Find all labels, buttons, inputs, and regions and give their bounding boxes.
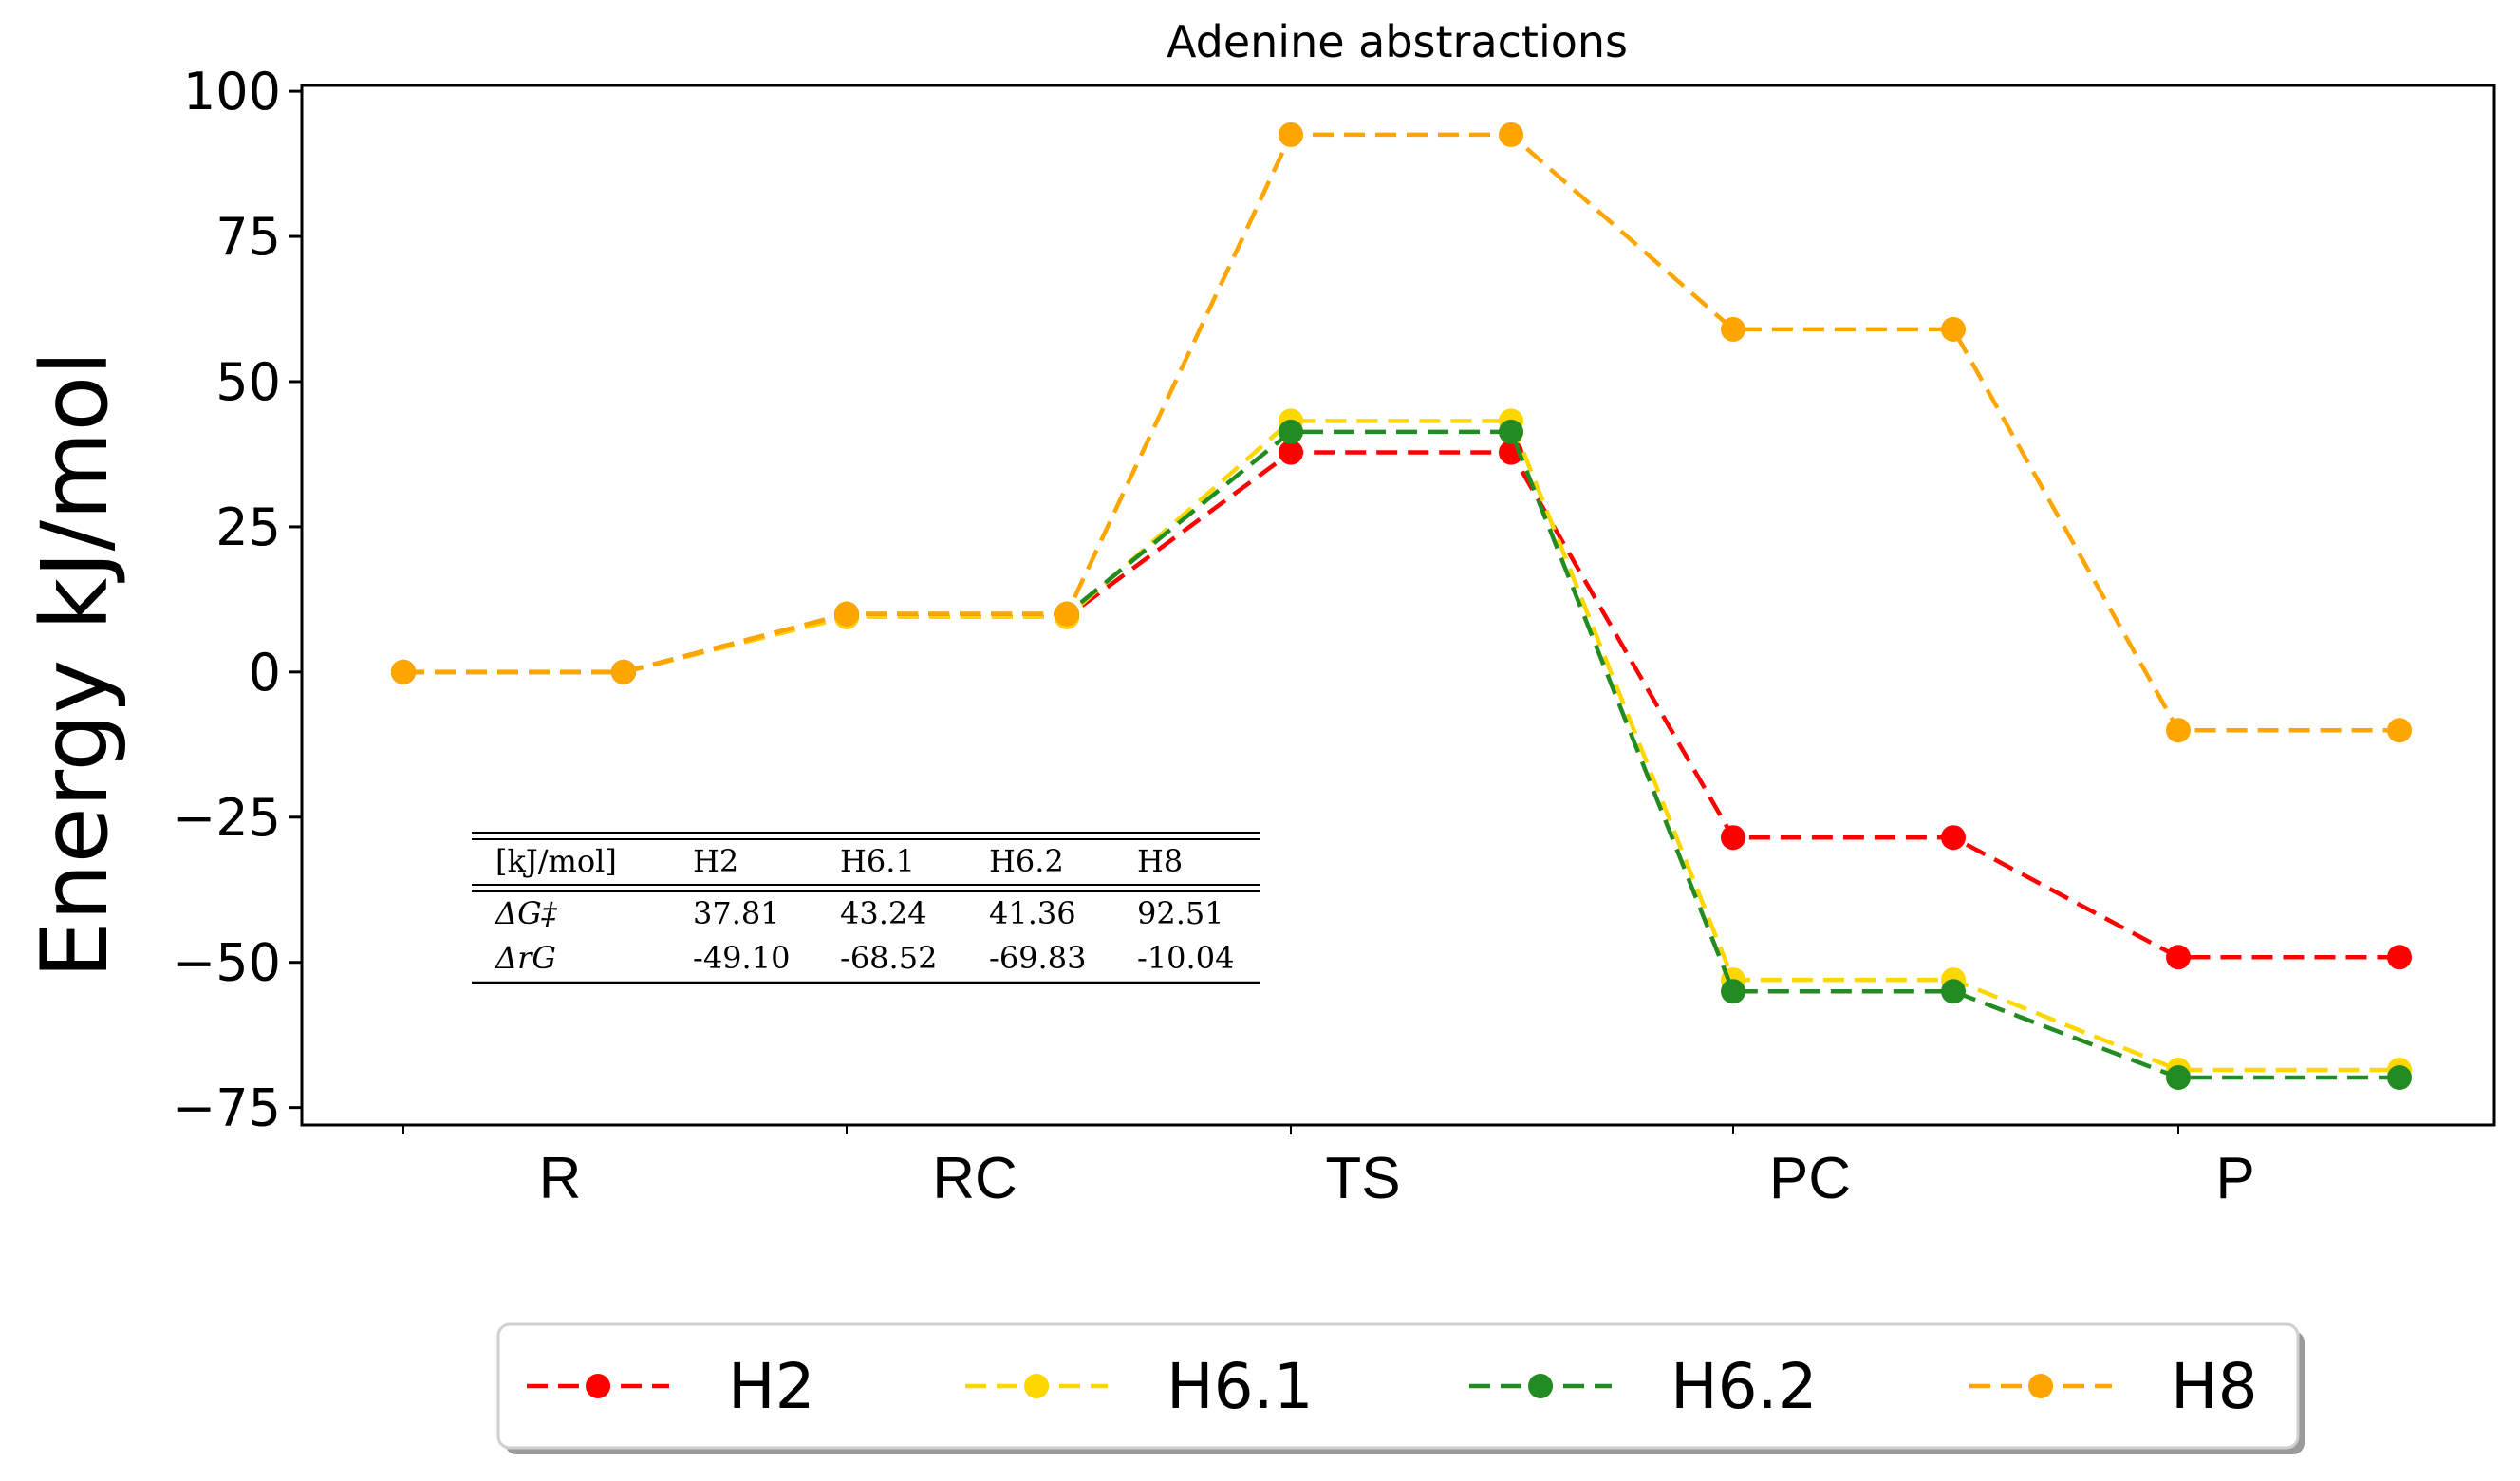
table-header-cell: H6.2 xyxy=(989,843,1064,879)
y-tick-label: −50 xyxy=(173,933,281,993)
y-tick-label: −25 xyxy=(173,788,281,848)
x-tick-label: RC xyxy=(932,1146,1017,1211)
legend: H2 H6.1 H6.2 H8 xyxy=(496,1322,2305,1454)
series-h6-2 xyxy=(391,419,2412,1091)
x-tick-label: PC xyxy=(1769,1146,1851,1211)
data-point xyxy=(2387,945,2412,970)
legend-label: H8 xyxy=(2171,1350,2258,1423)
y-axis: 100 75 50 25 0 −25 −50 −75 xyxy=(173,62,302,1138)
legend-entry: H8 xyxy=(1969,1350,2258,1423)
data-point xyxy=(1499,419,1523,444)
data-point xyxy=(1279,419,1303,444)
data-point xyxy=(2166,945,2191,970)
x-tick-label: TS xyxy=(1325,1146,1400,1211)
data-point xyxy=(1721,979,1745,1004)
data-point xyxy=(1941,825,1966,851)
series-line xyxy=(403,429,2399,1080)
data-point xyxy=(1279,122,1303,147)
legend-label: H2 xyxy=(728,1350,815,1423)
table-header-cell: [kJ/mol] xyxy=(495,843,617,879)
data-point xyxy=(1279,440,1303,465)
y-tick-label: 100 xyxy=(183,62,281,122)
legend-entry: H6.1 xyxy=(965,1350,1314,1423)
y-tick-label: 0 xyxy=(249,643,281,703)
data-point xyxy=(391,659,416,684)
x-tick-label: P xyxy=(2215,1146,2254,1211)
series-layer xyxy=(391,122,2412,1091)
legend-entry: H2 xyxy=(527,1350,815,1423)
series-line xyxy=(403,450,2399,960)
data-point xyxy=(1721,825,1745,851)
inset-table: [kJ/mol] H2 H6.1 H6.2 H8 ΔG‡ 37.81 43.24 41.36 92… xyxy=(472,832,1260,984)
y-tick-label: 50 xyxy=(215,352,281,412)
table-cell: -49.10 xyxy=(693,940,790,976)
table-cell: -69.83 xyxy=(989,940,1086,976)
data-point xyxy=(1941,316,1966,342)
data-point xyxy=(1499,122,1523,147)
data-point xyxy=(2166,718,2191,743)
chart-title: Adenine abstractions xyxy=(1167,16,1628,67)
series-h6-1 xyxy=(391,408,2412,1083)
data-point xyxy=(2387,1065,2412,1091)
legend-label: H6.2 xyxy=(1671,1350,1818,1423)
table-row-label: ΔrG xyxy=(494,940,556,976)
data-point xyxy=(1941,979,1966,1004)
table-cell: 37.81 xyxy=(693,895,780,931)
table-cell: 92.51 xyxy=(1137,895,1224,931)
data-point xyxy=(834,601,859,627)
table-header-cell: H2 xyxy=(693,843,738,879)
table-cell: 43.24 xyxy=(840,895,927,931)
table-cell: -10.04 xyxy=(1137,940,1234,976)
series-h8 xyxy=(391,122,2412,743)
series-line xyxy=(403,132,2399,733)
data-point xyxy=(2166,1065,2191,1091)
x-axis: R RC TS PC P xyxy=(402,1125,2255,1211)
y-axis-label: Energy kJ/mol xyxy=(22,350,128,979)
legend-marker xyxy=(1528,1374,1553,1398)
data-point xyxy=(2387,718,2412,743)
legend-entry: H6.2 xyxy=(1469,1350,1818,1423)
table-header-cell: H8 xyxy=(1137,843,1183,879)
data-point xyxy=(1721,316,1745,342)
table-row-label: ΔG‡ xyxy=(494,895,558,931)
table-header-cell: H6.1 xyxy=(840,843,915,879)
y-tick-label: −75 xyxy=(173,1078,281,1138)
y-tick-label: 75 xyxy=(215,207,281,267)
legend-marker xyxy=(586,1374,610,1398)
series-h2 xyxy=(391,440,2412,970)
y-tick-label: 25 xyxy=(215,497,281,557)
legend-box xyxy=(496,1322,2300,1450)
table-cell: -68.52 xyxy=(840,940,937,976)
table-cell: 41.36 xyxy=(989,895,1076,931)
plot-frame xyxy=(300,84,2496,1127)
data-point xyxy=(611,659,636,684)
legend-marker xyxy=(2028,1374,2053,1398)
series-line xyxy=(403,419,2399,1073)
legend-label: H6.1 xyxy=(1167,1350,1314,1423)
legend-marker xyxy=(1024,1374,1049,1398)
data-point xyxy=(1055,601,1079,627)
x-tick-label: R xyxy=(539,1146,582,1211)
